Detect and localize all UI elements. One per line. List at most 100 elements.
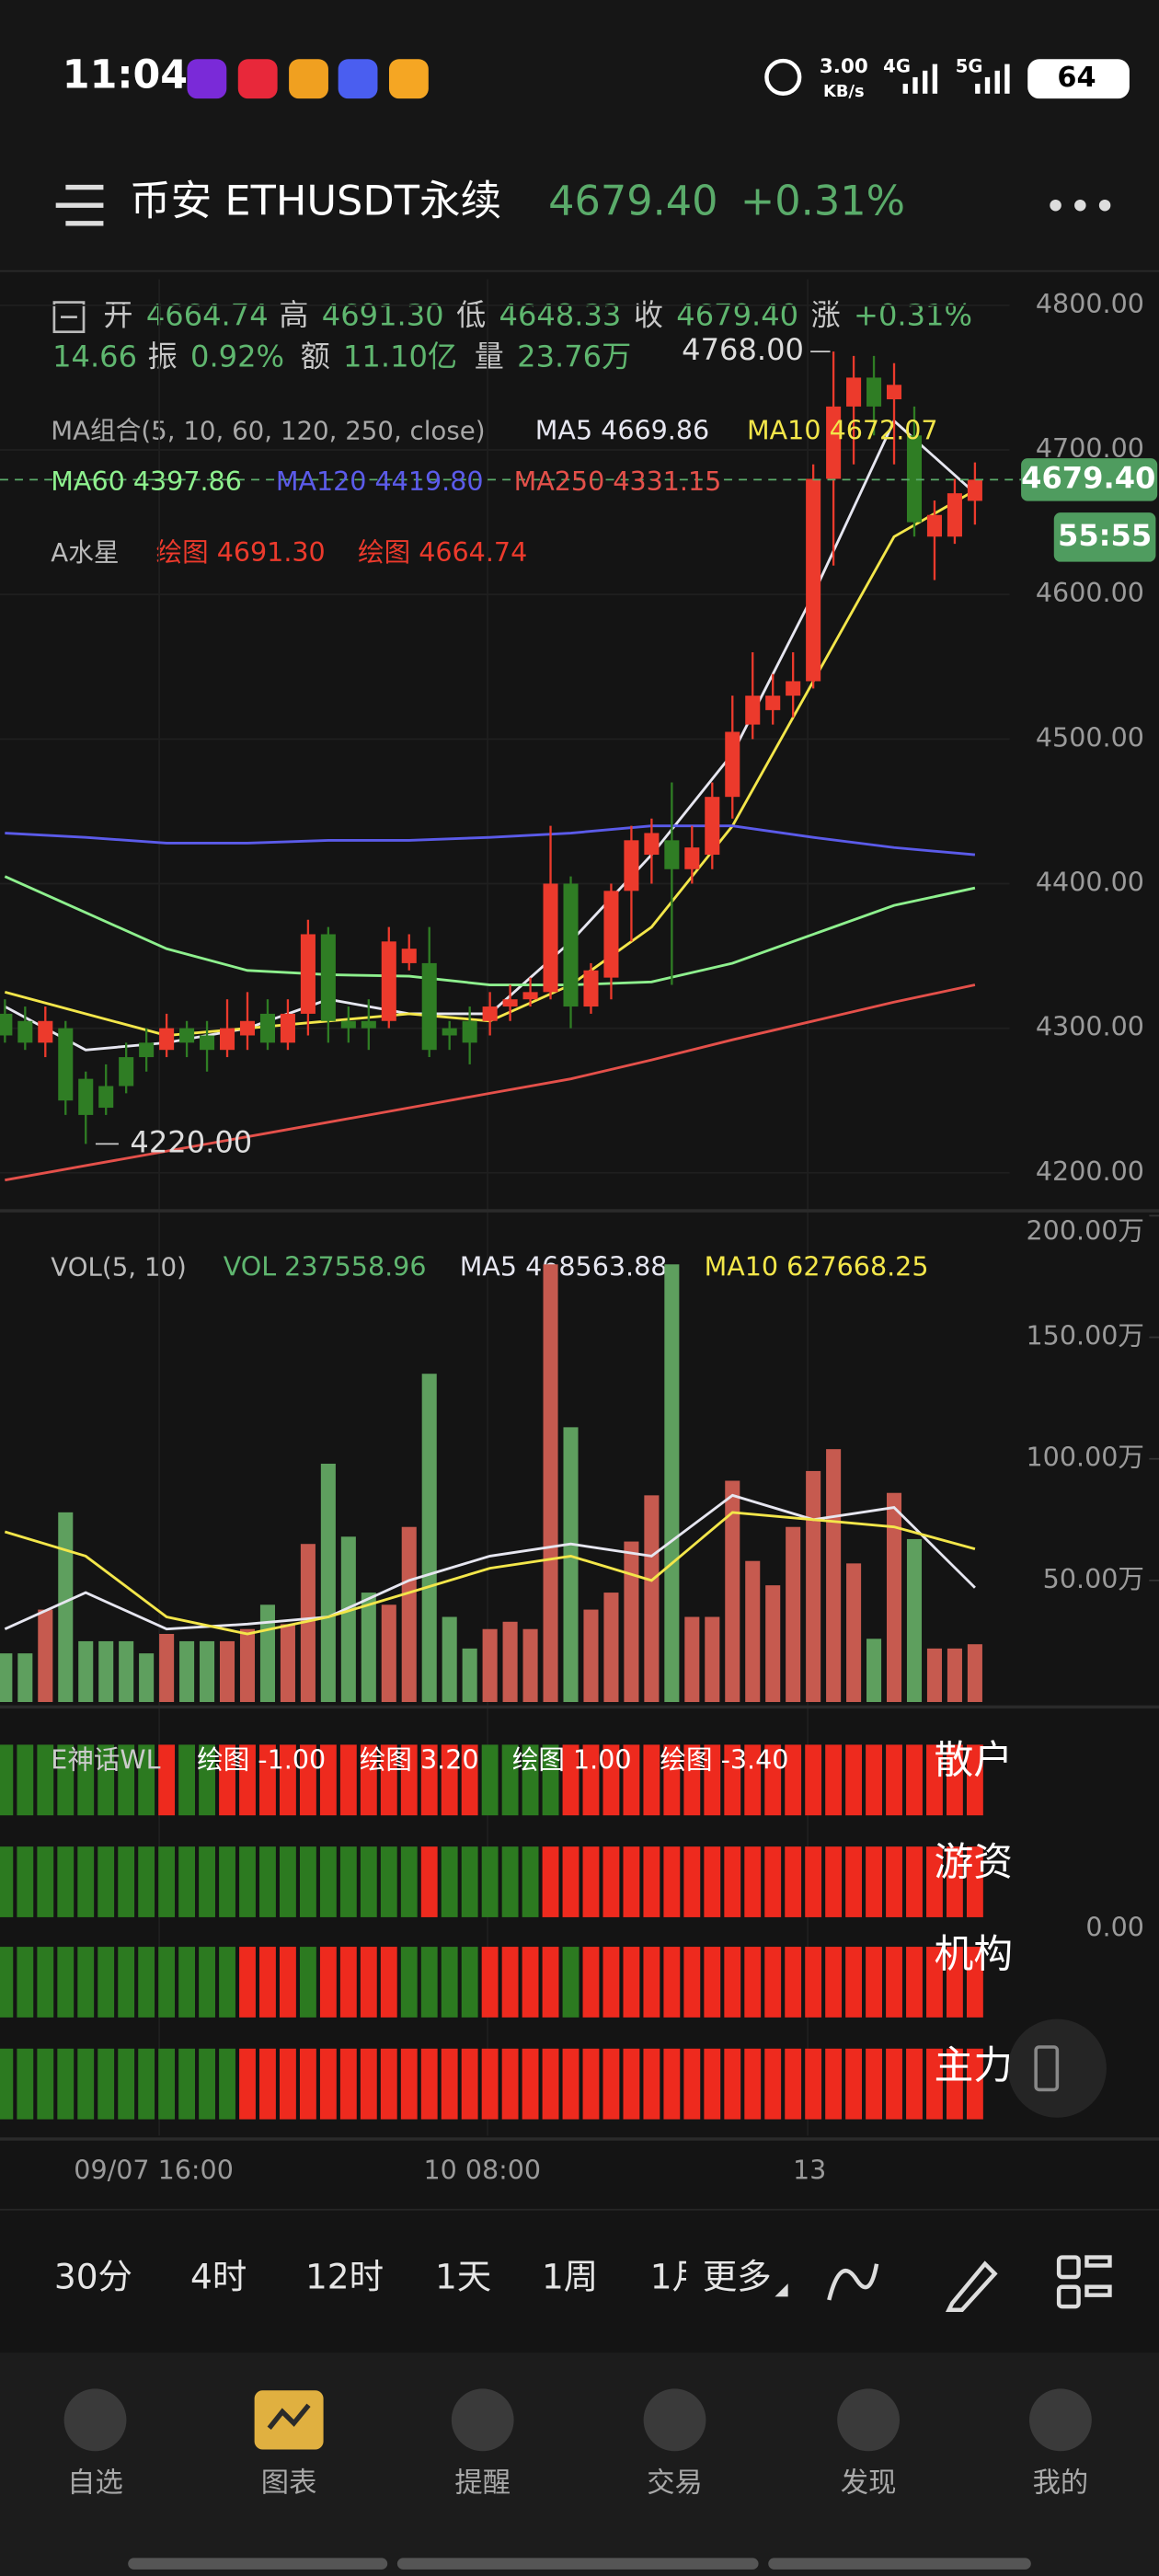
- timeframe-tab[interactable]: 4时: [190, 2256, 247, 2296]
- float-button-icon: [1034, 2045, 1060, 2092]
- timeframe-tab[interactable]: 1月: [650, 2256, 706, 2296]
- signal-bar: [542, 1744, 559, 1816]
- signal-bar: [764, 1947, 782, 2018]
- timeframe-tab[interactable]: 1天: [435, 2256, 491, 2296]
- signal-bar: [380, 1947, 397, 2018]
- more-icon[interactable]: [1050, 199, 1111, 212]
- signal-label: 5G: [956, 56, 983, 77]
- nav-label[interactable]: 提醒: [454, 2467, 511, 2499]
- ohlc-value: 4679.40: [676, 298, 798, 333]
- candle-body: [846, 377, 862, 407]
- signal-bar: [400, 1744, 418, 1816]
- nav-icon[interactable]: [837, 2388, 901, 2452]
- volume-readout: MA10 627668.25: [705, 1251, 929, 1282]
- signal-bar: [17, 1947, 34, 2018]
- signal-bar: [602, 1846, 620, 1917]
- signal-bar: [825, 1744, 843, 1816]
- bottom-nav-items: 自选 图表 提醒 交易 发现 我的: [63, 2388, 1092, 2500]
- signal-bar: [0, 1947, 14, 2018]
- candle-body: [401, 949, 417, 963]
- timeframe-tab[interactable]: 12时: [305, 2256, 384, 2296]
- signal-bar: [501, 1744, 519, 1816]
- volume-bar: [381, 1604, 396, 1702]
- nav-label[interactable]: 自选: [67, 2467, 123, 2499]
- nav-label[interactable]: 发现: [841, 2467, 897, 2499]
- candle-body: [98, 1086, 114, 1109]
- volume-bar: [846, 1563, 862, 1702]
- signal-bar: [77, 1744, 95, 1816]
- timeframe-tab[interactable]: 30分: [54, 2256, 132, 2296]
- candle-body: [17, 1020, 33, 1043]
- signal-bar: [380, 1744, 397, 1816]
- signal-bar: [582, 1744, 600, 1816]
- signal-bar: [239, 1744, 256, 1816]
- signal-bar: [562, 1744, 580, 1816]
- signal-bar: [582, 1846, 600, 1917]
- signal-bar: [704, 1744, 721, 1816]
- signal-bar: [825, 1846, 843, 1917]
- nav-icon[interactable]: [1029, 2388, 1092, 2452]
- nav-label[interactable]: 我的: [1033, 2467, 1089, 2499]
- candle-body: [684, 847, 700, 869]
- x-axis-label: 13: [793, 2155, 826, 2186]
- candle-body: [705, 797, 720, 856]
- signal-bar: [785, 2048, 802, 2120]
- signal-bar: [785, 1846, 802, 1917]
- signal-bar: [764, 2048, 782, 2120]
- signal-bar: [663, 1744, 681, 1816]
- candle-body: [826, 406, 842, 479]
- ohlc-value: 4691.30: [322, 298, 444, 333]
- volume-bar: [78, 1640, 94, 1702]
- signal-bar: [947, 1947, 963, 2018]
- volume-bar: [826, 1449, 842, 1702]
- volume-bar: [563, 1427, 579, 1702]
- signal-bar: [805, 2048, 822, 2120]
- signal-bar: [542, 1846, 559, 1917]
- candle-body: [280, 1013, 295, 1043]
- draw-line-icon[interactable]: [827, 2263, 879, 2301]
- pencil-icon[interactable]: [945, 2260, 998, 2312]
- ohlc-row: 开 4664.74 高 4691.30 低 4648.33 收 4679.40 涨 +0.31% 1…: [52, 298, 972, 374]
- signal-bar: [199, 1744, 215, 1816]
- signal-bar: [17, 1846, 34, 1917]
- collapse-icon[interactable]: [52, 301, 86, 334]
- volume-bar: [340, 1536, 356, 1702]
- volume-bar: [139, 1653, 155, 1702]
- signal-bar: [602, 2048, 620, 2120]
- candle-body: [967, 479, 982, 501]
- signal-bar: [886, 2048, 902, 2120]
- more-tab[interactable]: 更多: [703, 2256, 772, 2296]
- volume-readout: MA5 468563.88: [460, 1251, 668, 1282]
- signal-bar: [199, 1846, 215, 1917]
- ohlc-value: 0.92%: [190, 339, 284, 374]
- signal-bar: [562, 1846, 580, 1917]
- signal-bar: [886, 1846, 902, 1917]
- ohlc-value: 23.76万: [517, 339, 631, 374]
- signal-bar: [118, 1947, 135, 2018]
- nav-label[interactable]: 图表: [261, 2467, 317, 2499]
- menu-icon[interactable]: [55, 184, 104, 226]
- candle-body: [906, 435, 923, 523]
- signal-bar: [77, 1947, 95, 2018]
- high-label: 4768.00: [682, 332, 804, 367]
- nav-icon[interactable]: [643, 2388, 706, 2452]
- signal-bar: [461, 1846, 478, 1917]
- ohlc-value: 4664.74: [146, 298, 269, 333]
- row-label: 游资: [934, 1839, 1013, 1885]
- signal-bar: [764, 1846, 782, 1917]
- nav-icon[interactable]: [63, 2388, 127, 2452]
- signal-bar: [926, 1947, 943, 2018]
- signal-bar: [683, 2048, 701, 2120]
- candle-body: [442, 1028, 457, 1036]
- nav-label[interactable]: 交易: [647, 2467, 703, 2499]
- volume-bar: [967, 1644, 982, 1702]
- layout-icon[interactable]: [1056, 2255, 1112, 2309]
- signal-bar: [522, 1947, 539, 2018]
- candle-body: [139, 1042, 155, 1058]
- symbol-title[interactable]: 币安 ETHUSDT永续: [130, 177, 501, 224]
- ohlc-label: 低: [456, 298, 486, 333]
- timeframe-tab[interactable]: 1周: [542, 2256, 598, 2296]
- volume-bar: [239, 1628, 256, 1702]
- nav-icon[interactable]: [451, 2388, 514, 2452]
- signal-bar: [420, 1947, 438, 2018]
